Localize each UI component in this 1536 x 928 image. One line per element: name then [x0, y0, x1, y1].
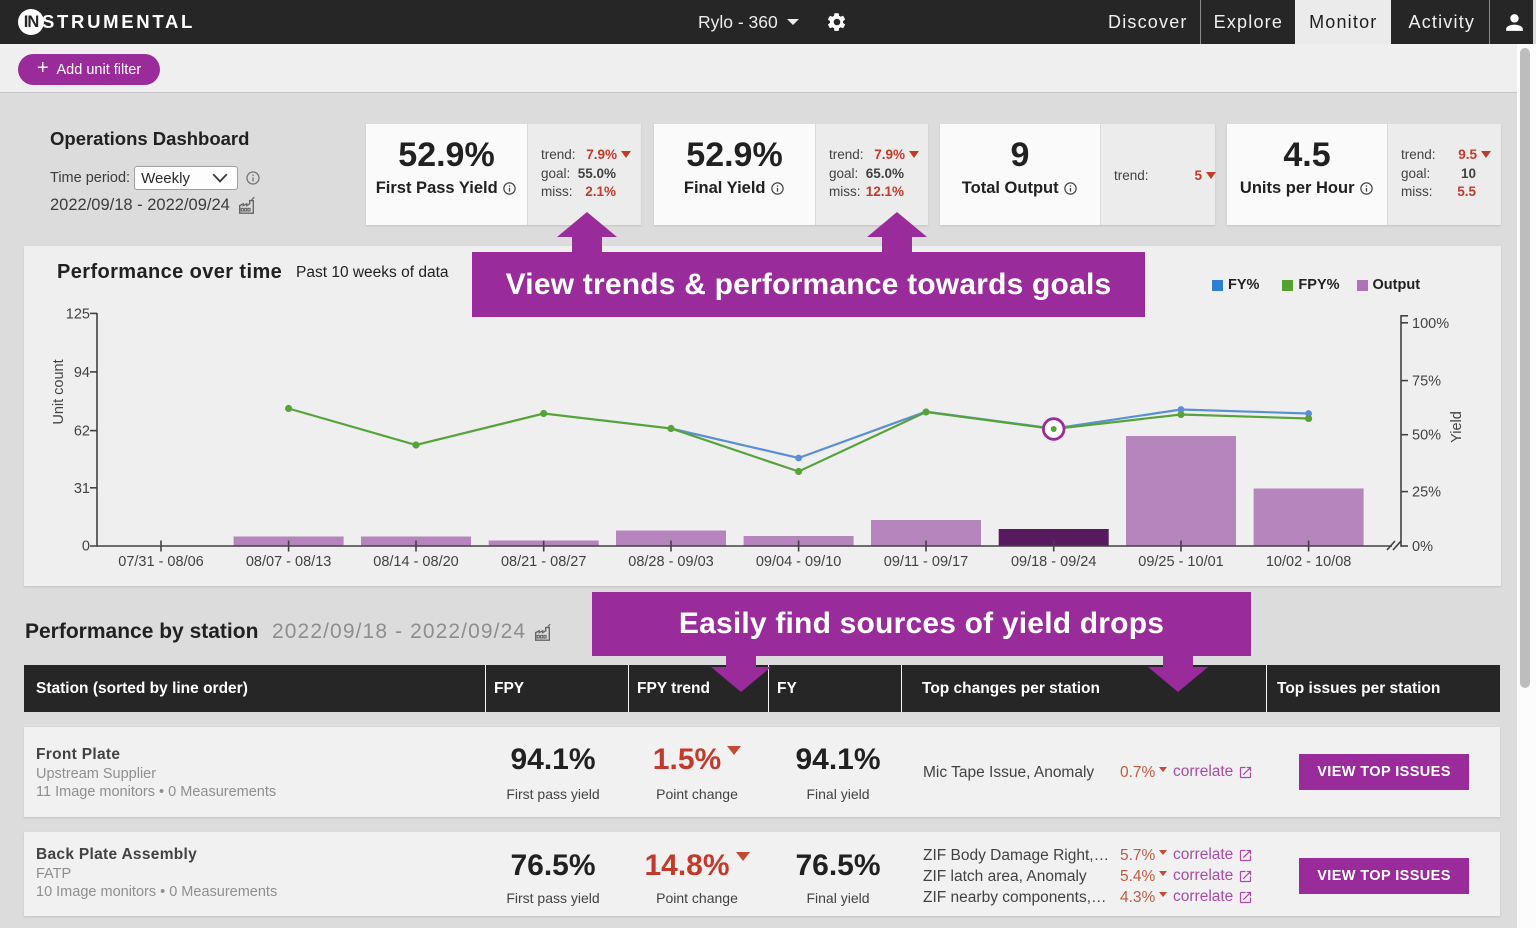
- svg-text:125: 125: [66, 306, 90, 322]
- svg-text:62: 62: [74, 424, 90, 440]
- svg-text:0: 0: [82, 539, 90, 555]
- svg-text:75%: 75%: [1412, 374, 1441, 390]
- svg-text:08/28 - 09/03: 08/28 - 09/03: [628, 554, 713, 570]
- svg-text:07/31 - 08/06: 07/31 - 08/06: [118, 554, 203, 570]
- svg-text:31: 31: [74, 481, 90, 497]
- svg-text:09/18 - 09/24: 09/18 - 09/24: [1011, 554, 1096, 570]
- svg-text:10/02 - 10/08: 10/02 - 10/08: [1266, 554, 1351, 570]
- svg-text:94: 94: [74, 365, 90, 381]
- svg-text:100%: 100%: [1412, 316, 1449, 332]
- svg-text:08/14 - 08/20: 08/14 - 08/20: [373, 554, 458, 570]
- svg-text:25%: 25%: [1412, 485, 1441, 501]
- svg-text:08/07 - 08/13: 08/07 - 08/13: [246, 554, 331, 570]
- svg-text:Unit count: Unit count: [51, 359, 67, 424]
- svg-text:50%: 50%: [1412, 428, 1441, 444]
- svg-text:09/11 - 09/17: 09/11 - 09/17: [884, 554, 968, 570]
- svg-text:0%: 0%: [1412, 539, 1433, 555]
- svg-text:09/25 - 10/01: 09/25 - 10/01: [1138, 554, 1223, 570]
- svg-text:08/21 - 08/27: 08/21 - 08/27: [501, 554, 586, 570]
- svg-text:Yield: Yield: [1449, 411, 1465, 443]
- svg-text:09/04 - 09/10: 09/04 - 09/10: [756, 554, 841, 570]
